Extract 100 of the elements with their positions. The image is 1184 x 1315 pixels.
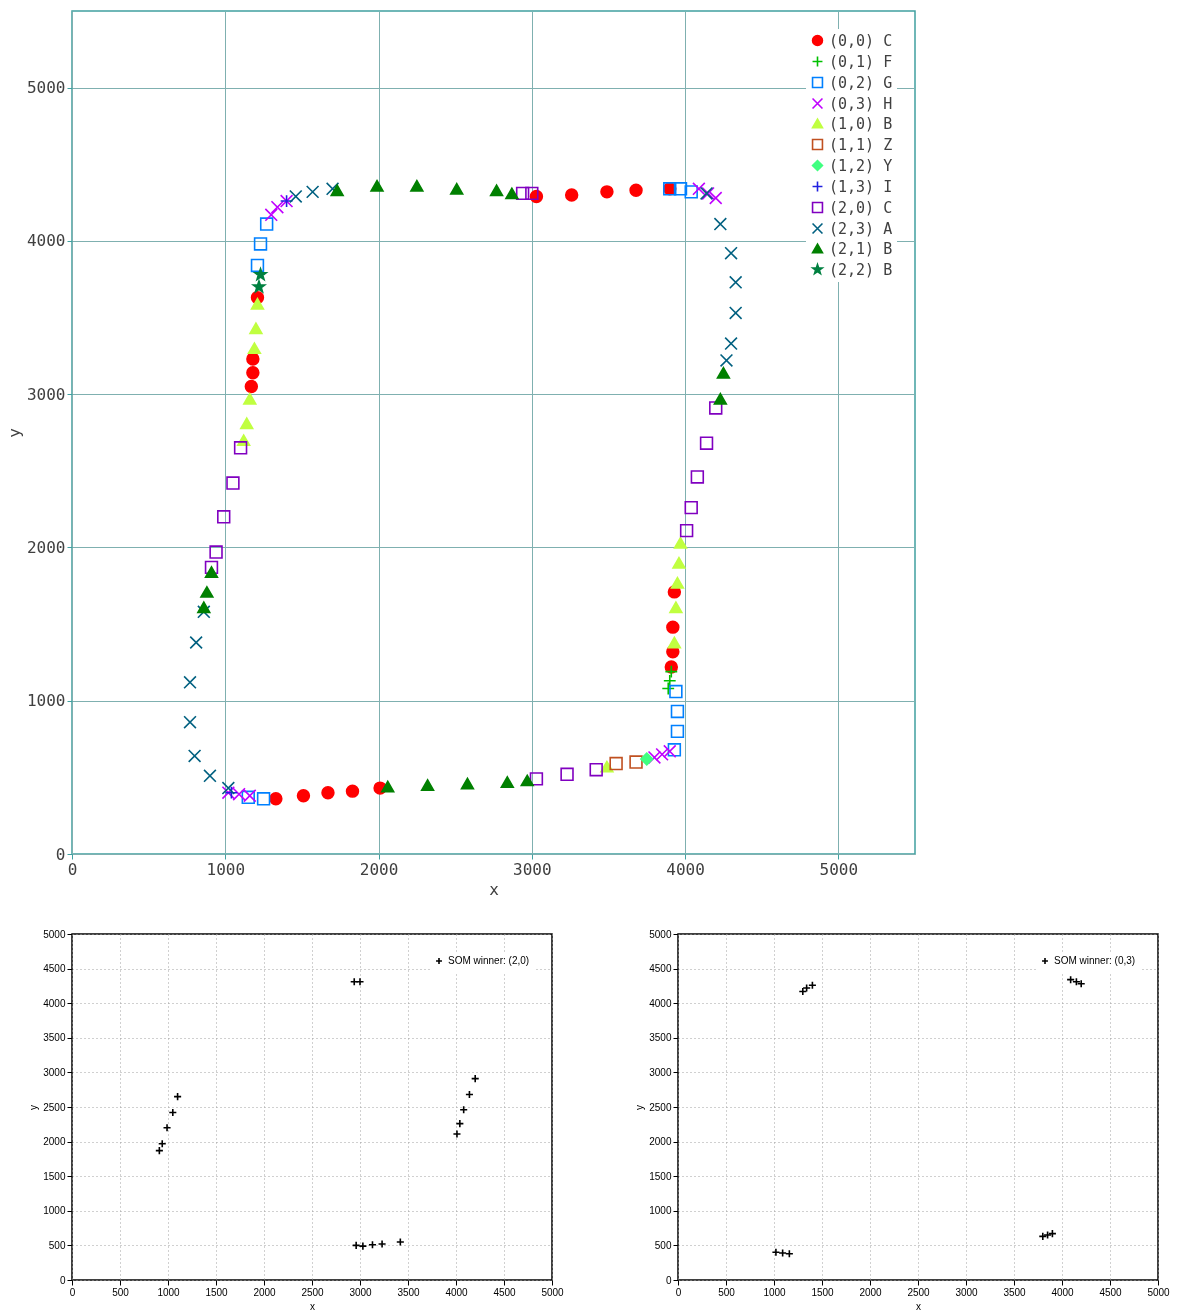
point <box>724 246 738 260</box>
x-tick-label: 1500 <box>811 1286 835 1298</box>
point <box>450 182 464 195</box>
point <box>204 560 219 575</box>
point <box>452 1129 462 1139</box>
point <box>640 752 654 766</box>
y-tick-label: 3500 <box>649 1032 672 1044</box>
point <box>197 605 211 619</box>
x-tick-label: 1000 <box>763 1286 787 1298</box>
point <box>667 743 682 757</box>
x-tick-label: 1000 <box>206 859 246 879</box>
y-axis-title: y <box>634 1105 646 1110</box>
point <box>684 500 698 515</box>
point <box>663 744 677 759</box>
x-tick-label: 3000 <box>349 1286 373 1298</box>
point <box>377 1239 387 1249</box>
point <box>713 392 728 405</box>
point <box>500 776 515 788</box>
point <box>264 208 278 222</box>
x-tick-label: 5000 <box>541 1286 565 1298</box>
x-tick-label: 3000 <box>955 1286 979 1298</box>
point <box>217 510 231 524</box>
point <box>669 684 683 699</box>
point <box>719 353 734 368</box>
point <box>673 182 688 196</box>
point <box>200 585 214 598</box>
point <box>209 545 223 559</box>
point <box>187 749 202 763</box>
y-tick-label: 4500 <box>43 963 66 975</box>
point <box>564 188 579 202</box>
point <box>358 1241 368 1251</box>
x-axis-title: x <box>489 879 500 899</box>
x-tick-label: 2000 <box>859 1286 883 1298</box>
legend-label: (2,3) A <box>829 219 893 238</box>
point <box>724 336 738 351</box>
point <box>321 785 335 800</box>
point <box>655 747 669 762</box>
point <box>370 179 384 192</box>
point <box>240 417 254 430</box>
point <box>345 784 360 798</box>
point <box>728 306 743 320</box>
point <box>716 366 731 379</box>
point <box>305 185 320 199</box>
point <box>669 601 683 614</box>
point <box>690 470 705 484</box>
legend-label: (2,1) B <box>829 239 893 258</box>
point <box>420 779 435 791</box>
x-tick-label: 4500 <box>493 1286 517 1298</box>
point <box>246 366 260 380</box>
legend-label: (2,0) C <box>829 198 893 217</box>
point <box>629 183 643 198</box>
point <box>679 523 694 538</box>
y-tick-label: 4000 <box>43 997 66 1009</box>
point <box>204 566 219 578</box>
point <box>162 1123 172 1133</box>
x-tick-label: 2500 <box>907 1286 931 1298</box>
x-tick-label: 4000 <box>1051 1286 1075 1298</box>
point <box>325 182 340 196</box>
point <box>713 217 728 231</box>
legend-label: SOM winner: (0,3) <box>1054 955 1136 966</box>
x-tick-label: 4500 <box>1099 1286 1123 1298</box>
y-tick-label: 5000 <box>43 928 66 940</box>
point <box>183 715 197 729</box>
y-tick-label: 3000 <box>649 1066 672 1078</box>
y-tick-label: 3000 <box>26 384 66 404</box>
y-tick-label: 1500 <box>649 1170 672 1182</box>
legend-label: (0,2) G <box>829 73 893 92</box>
y-tick-label: 2500 <box>43 1101 66 1113</box>
point <box>247 342 262 355</box>
y-tick-label: 1000 <box>43 1205 66 1217</box>
point <box>233 441 248 455</box>
point <box>666 620 680 634</box>
point <box>560 767 574 782</box>
y-tick-label: 2500 <box>649 1101 672 1113</box>
x-tick-label: 3500 <box>1003 1286 1027 1298</box>
point <box>221 781 236 795</box>
point <box>489 184 504 197</box>
y-tick-label: 5000 <box>26 78 66 98</box>
y-tick-label: 1500 <box>43 1170 66 1182</box>
y-tick-label: 3500 <box>43 1032 66 1044</box>
y-tick-label: 1000 <box>26 691 66 711</box>
y-tick-label: 3000 <box>43 1066 66 1078</box>
point <box>529 772 544 786</box>
point <box>728 275 743 290</box>
y-tick-label: 500 <box>654 1239 672 1251</box>
point <box>709 191 723 205</box>
y-tick-label: 0 <box>665 1274 672 1286</box>
point <box>197 601 211 614</box>
legend-label: (0,0) C <box>829 31 893 50</box>
y-tick-label: 1000 <box>649 1205 672 1217</box>
point <box>250 297 265 310</box>
point <box>252 280 266 293</box>
y-tick-label: 4000 <box>649 997 672 1009</box>
point <box>663 674 677 688</box>
point <box>525 186 539 201</box>
x-tick-label: 0 <box>675 1286 682 1298</box>
x-axis-title: x <box>916 1300 921 1312</box>
y-tick-label: 4000 <box>26 231 66 251</box>
point <box>600 185 614 199</box>
point <box>189 635 203 650</box>
